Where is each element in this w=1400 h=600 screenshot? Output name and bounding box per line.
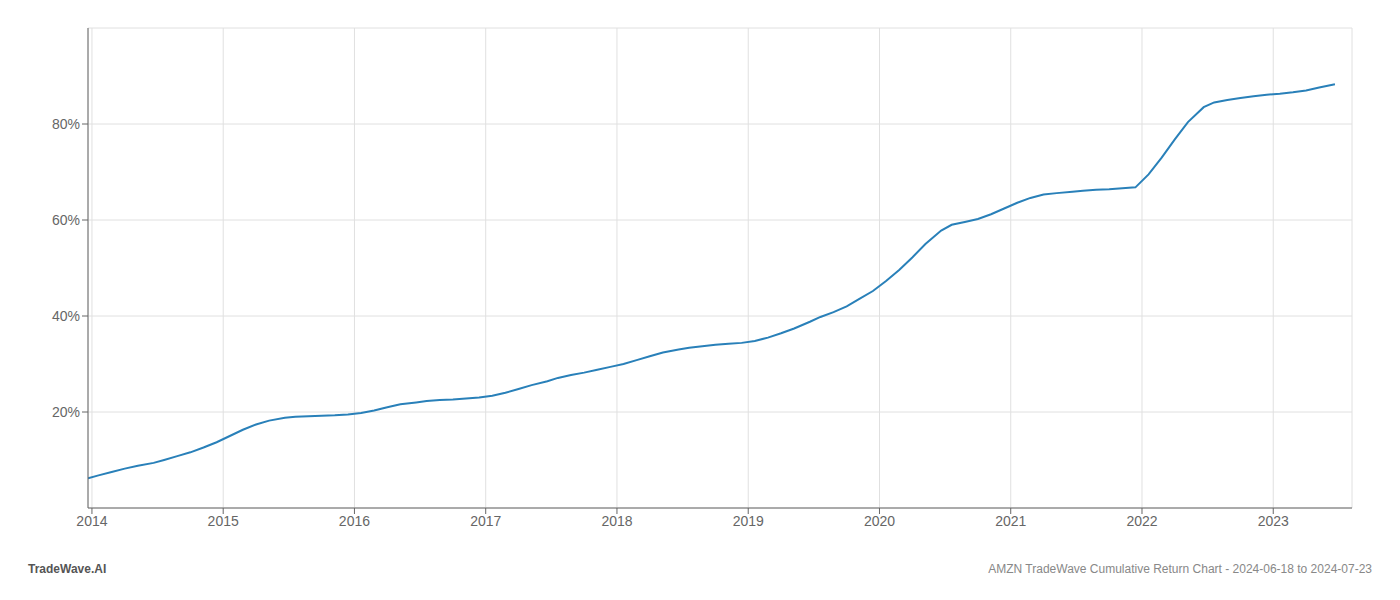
svg-text:2017: 2017 [470, 513, 501, 529]
svg-text:80%: 80% [52, 116, 80, 132]
svg-text:2020: 2020 [864, 513, 895, 529]
svg-text:2015: 2015 [208, 513, 239, 529]
html-text:AMZN TradeWave Cumulative Retu: AMZN TradeWave Cumulative Return Chart -… [988, 562, 1372, 576]
svg-text:2023: 2023 [1258, 513, 1289, 529]
svg-text:40%: 40% [52, 308, 80, 324]
svg-text:2019: 2019 [733, 513, 764, 529]
svg-text:20%: 20% [52, 404, 80, 420]
svg-text:2021: 2021 [995, 513, 1026, 529]
svg-text:60%: 60% [52, 212, 80, 228]
html-text:TradeWave.AI: TradeWave.AI [28, 562, 107, 576]
svg-text:2016: 2016 [339, 513, 370, 529]
svg-text:2022: 2022 [1126, 513, 1157, 529]
svg-text:2018: 2018 [601, 513, 632, 529]
svg-text:2014: 2014 [76, 513, 107, 529]
